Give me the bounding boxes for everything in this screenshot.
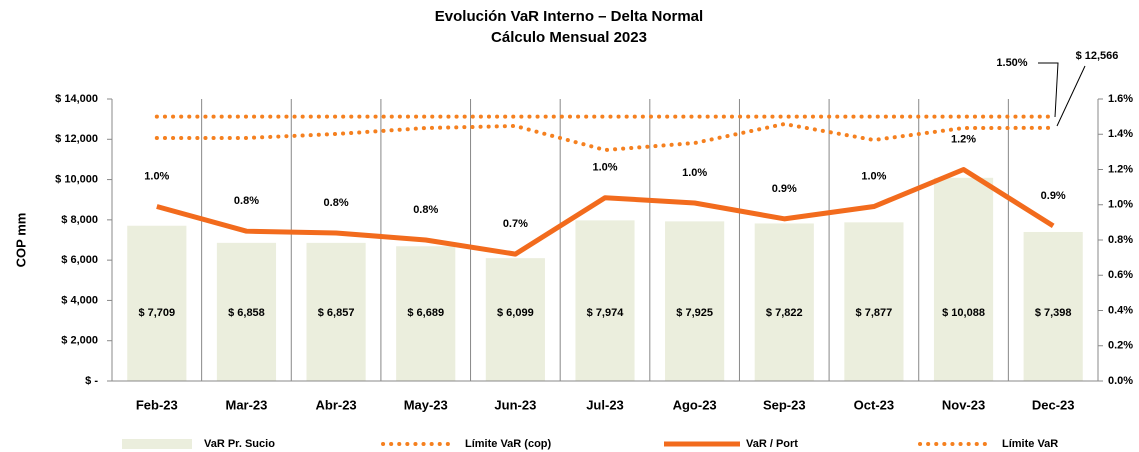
y2-tick-label: 1.0% (1108, 199, 1133, 211)
y2-tick-label: 0.8% (1108, 234, 1133, 246)
dotted-line (154, 121, 1056, 153)
bar (306, 242, 366, 381)
x-tick-label: Abr-23 (315, 397, 356, 412)
bar (216, 242, 277, 381)
x-tick-label: Oct-23 (854, 397, 894, 412)
line-value-label: 1.0% (861, 170, 886, 182)
y2-tick-label: 0.2% (1108, 340, 1133, 352)
line-value-label: 1.2% (951, 133, 976, 145)
y-tick-label: $ - (85, 375, 98, 387)
y-axis-label: COP mm (13, 213, 28, 268)
annotation-leader (1056, 65, 1086, 127)
x-tick-label: Ago-23 (673, 397, 717, 412)
bar (127, 225, 187, 381)
legend-label: VaR / Port (746, 438, 798, 450)
line-value-label: 1.0% (592, 162, 617, 174)
chart-title: Evolución VaR Interno – Delta Normal (435, 8, 703, 25)
line-value-label: 1.0% (682, 167, 707, 179)
bar (754, 223, 814, 381)
bar-value-label: $ 10,088 (942, 307, 985, 319)
y-tick-label: $ 6,000 (61, 254, 98, 266)
bar-value-label: $ 7,877 (856, 307, 893, 319)
annotation-leader (1038, 62, 1059, 118)
bar (396, 246, 456, 381)
line-value-label: 1.0% (144, 170, 169, 182)
annotation: 1.50% (996, 57, 1027, 69)
bar-value-label: $ 6,689 (407, 307, 444, 319)
line (156, 167, 1055, 257)
y2-tick-label: 1.2% (1108, 163, 1133, 175)
legend-label: Límite VaR (1002, 438, 1058, 450)
annotation: $ 12,566 (1076, 50, 1119, 62)
bar-value-label: $ 6,857 (318, 307, 355, 319)
line-value-label: 0.9% (1041, 190, 1066, 202)
x-tick-label: Jul-23 (586, 397, 624, 412)
line-value-label: 0.8% (413, 204, 438, 216)
legend-label: VaR Pr. Sucio (204, 438, 275, 450)
bar-value-label: $ 7,822 (766, 307, 803, 319)
chart-subtitle: Cálculo Mensual 2023 (491, 29, 647, 46)
bar (665, 221, 725, 381)
x-tick-label: Dec-23 (1032, 397, 1075, 412)
y2-tick-label: 0.0% (1108, 375, 1133, 387)
bar-value-label: $ 7,974 (587, 307, 625, 319)
x-tick-label: May-23 (404, 397, 448, 412)
y-tick-label: $ 10,000 (55, 173, 98, 185)
line-value-label: 0.8% (324, 197, 349, 209)
y2-tick-label: 1.6% (1108, 93, 1133, 105)
x-tick-label: Nov-23 (942, 397, 985, 412)
x-tick-label: Feb-23 (136, 397, 178, 412)
x-tick-label: Mar-23 (225, 397, 267, 412)
line-value-label: 0.9% (772, 183, 797, 195)
y2-tick-label: 0.6% (1108, 269, 1133, 281)
y-tick-label: $ 14,000 (55, 93, 98, 105)
y-tick-label: $ 8,000 (61, 214, 98, 226)
bar-value-label: $ 7,925 (676, 307, 713, 319)
bar (844, 222, 904, 381)
line-value-label: 0.8% (234, 195, 259, 207)
y2-tick-label: 1.4% (1108, 128, 1133, 140)
bar (933, 177, 994, 381)
bar (575, 220, 635, 381)
bar-value-label: $ 7,398 (1035, 307, 1072, 319)
y2-tick-label: 0.4% (1108, 304, 1133, 316)
legend-swatch (122, 439, 192, 449)
bar (485, 258, 545, 381)
line-value-label: 0.7% (503, 218, 528, 230)
bar-value-label: $ 6,099 (497, 307, 534, 319)
legend-label: Límite VaR (cop) (465, 438, 552, 450)
bar (1023, 231, 1083, 381)
y-tick-label: $ 4,000 (61, 294, 98, 306)
x-tick-label: Sep-23 (763, 397, 806, 412)
y-tick-label: $ 12,000 (55, 133, 98, 145)
bar-value-label: $ 6,858 (228, 307, 265, 319)
y-tick-label: $ 2,000 (61, 335, 98, 347)
x-tick-label: Jun-23 (494, 397, 536, 412)
bar-value-label: $ 7,709 (138, 307, 175, 319)
